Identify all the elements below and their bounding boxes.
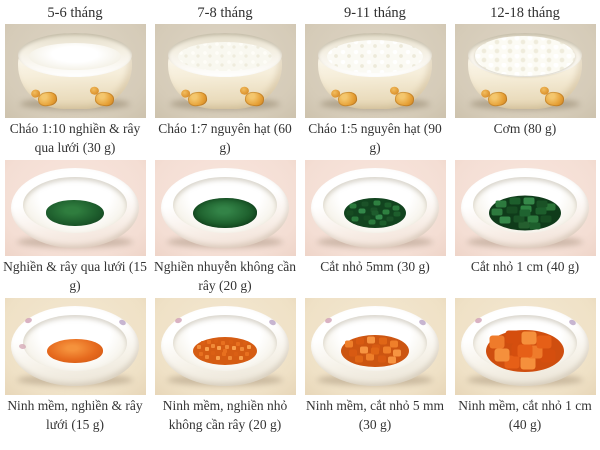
photo-greens-1cm bbox=[450, 160, 600, 256]
bear-decoration-icon bbox=[94, 90, 115, 108]
spinach-chopped-pieces bbox=[371, 210, 379, 216]
caption-greens-sieved: Nghiền & rây qua lưới (15 g) bbox=[3, 259, 147, 293]
caption-porridge-1-5: Cháo 1:5 nguyên hạt (90 g) bbox=[308, 121, 442, 155]
spinach-puree bbox=[46, 199, 104, 226]
photo-carrot-mashed bbox=[150, 298, 300, 395]
plate bbox=[161, 306, 289, 386]
photo-carrot-5mm bbox=[300, 298, 450, 395]
photo-background bbox=[454, 298, 596, 395]
caption-porridge-1-7: Cháo 1:7 nguyên hạt (60 g) bbox=[158, 121, 292, 155]
carrot-puree bbox=[47, 338, 103, 363]
plate bbox=[11, 306, 139, 386]
cooked-rice bbox=[475, 36, 575, 76]
photo-rice bbox=[450, 24, 600, 118]
medium-porridge bbox=[178, 42, 272, 71]
plate bbox=[311, 306, 439, 386]
caption-carrot-5mm: Ninh mềm, cắt nhỏ 5 mm (30 g) bbox=[306, 398, 444, 432]
caption-greens-mashed: Nghiền nhuyễn không cần rây (20 g) bbox=[153, 259, 297, 293]
plate bbox=[311, 168, 439, 248]
photo-porridge-1-5 bbox=[300, 24, 450, 118]
bear-decoration-icon bbox=[394, 90, 415, 108]
baby-bowl bbox=[318, 33, 432, 110]
carrot-5mm-cubes bbox=[371, 347, 379, 355]
photo-porridge-1-7 bbox=[150, 24, 300, 118]
photo-background bbox=[304, 160, 446, 256]
caption-carrot-1cm: Ninh mềm, cắt nhỏ 1 cm (40 g) bbox=[458, 398, 592, 432]
baby-bowl bbox=[18, 33, 132, 110]
bear-decoration-icon bbox=[337, 90, 358, 108]
thick-porridge bbox=[327, 40, 423, 73]
photo-background bbox=[154, 298, 296, 395]
caption-carrot-mashed: Ninh mềm, nghiền nhỏ không cần rây (20 g… bbox=[162, 398, 288, 432]
caption-carrot-sieved: Ninh mềm, nghiền & rây lưới (15 g) bbox=[7, 398, 143, 432]
column-header-12-18-months: 12-18 tháng bbox=[490, 5, 560, 21]
plate bbox=[11, 168, 139, 248]
photo-background bbox=[454, 160, 596, 256]
baby-bowl bbox=[168, 33, 282, 110]
photo-background bbox=[4, 298, 146, 395]
photo-carrot-sieved bbox=[0, 298, 150, 395]
column-header-7-8-months: 7-8 tháng bbox=[197, 5, 253, 21]
photo-background bbox=[4, 160, 146, 256]
bear-decoration-icon bbox=[187, 90, 208, 108]
plate bbox=[461, 168, 589, 248]
caption-porridge-1-10: Cháo 1:10 nghiền & rây qua lưới (30 g) bbox=[9, 121, 141, 155]
photo-background bbox=[454, 24, 596, 118]
photo-background bbox=[4, 24, 146, 118]
thin-porridge bbox=[29, 43, 121, 70]
bear-decoration-icon bbox=[544, 90, 565, 108]
baby-bowl bbox=[468, 33, 582, 110]
photo-porridge-1-10 bbox=[0, 24, 150, 118]
photo-background bbox=[304, 298, 446, 395]
plate bbox=[461, 306, 589, 386]
bear-decoration-icon bbox=[487, 90, 508, 108]
caption-greens-1cm: Cắt nhỏ 1 cm (40 g) bbox=[470, 259, 580, 274]
photo-greens-mashed bbox=[150, 160, 300, 256]
column-header-9-11-months: 9-11 tháng bbox=[344, 5, 406, 21]
photo-background bbox=[304, 24, 446, 118]
carrot-fine-dice-pieces bbox=[223, 348, 227, 353]
carrot-1cm-cubes bbox=[517, 344, 533, 358]
photo-background bbox=[154, 160, 296, 256]
photo-carrot-1cm bbox=[450, 298, 600, 395]
caption-rice: Cơm (80 g) bbox=[493, 121, 557, 136]
photo-background bbox=[154, 24, 296, 118]
spinach-cut-pieces bbox=[519, 209, 531, 217]
photo-greens-sieved bbox=[0, 160, 150, 256]
photo-greens-5mm bbox=[300, 160, 450, 256]
bear-decoration-icon bbox=[37, 90, 58, 108]
bear-decoration-icon bbox=[244, 90, 265, 108]
caption-greens-5mm: Cắt nhỏ 5mm (30 g) bbox=[320, 259, 430, 274]
column-header-5-6-months: 5-6 tháng bbox=[47, 5, 103, 21]
plate bbox=[161, 168, 289, 248]
spinach-mashed bbox=[193, 197, 257, 228]
